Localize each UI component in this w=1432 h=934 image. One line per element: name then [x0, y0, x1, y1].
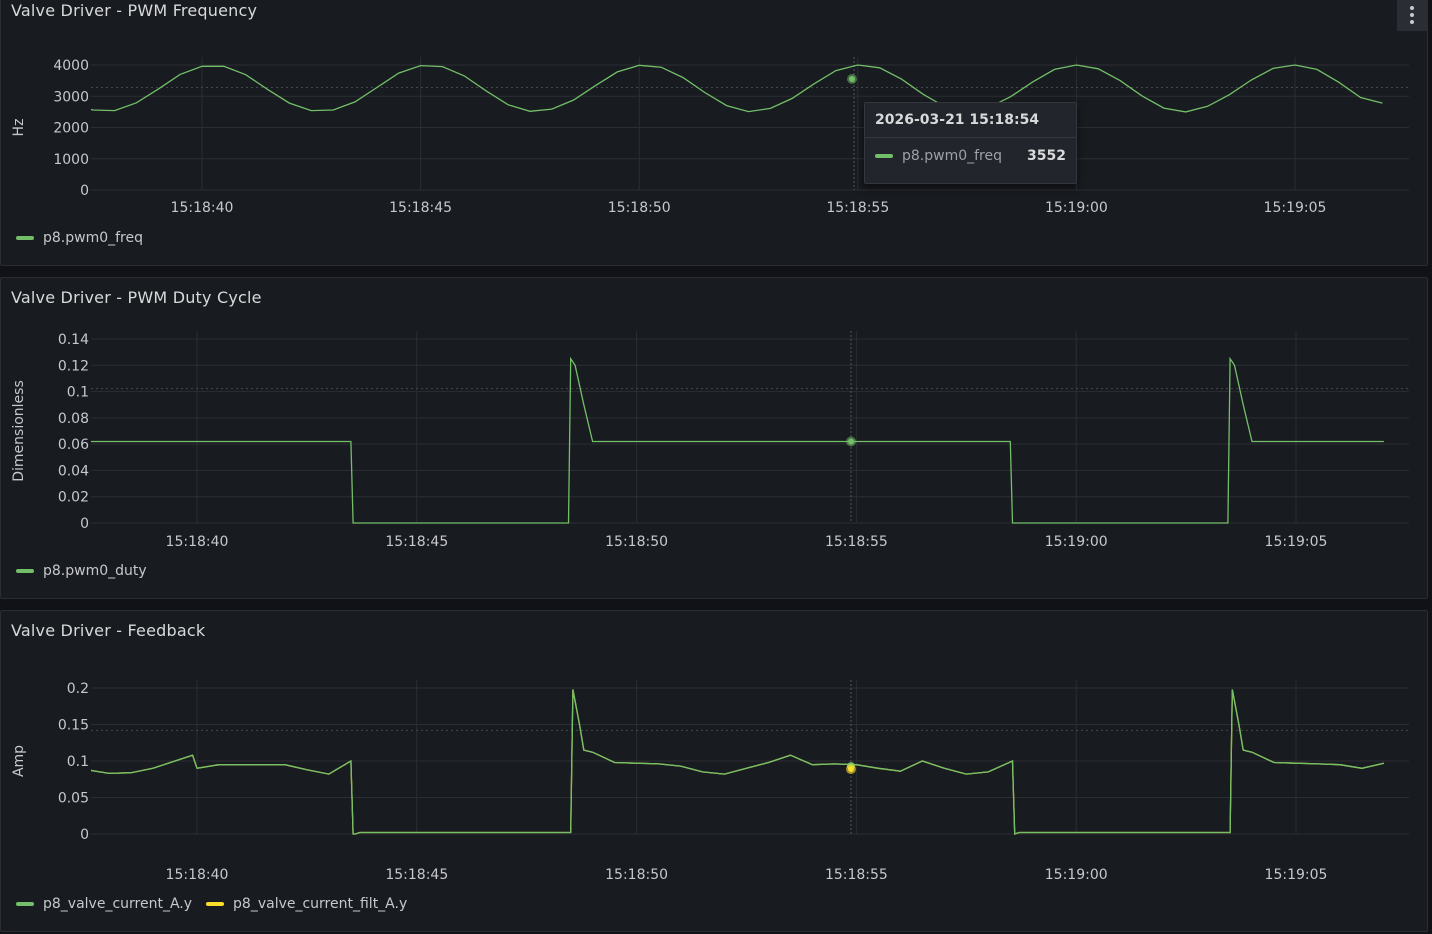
x-tick-label: 15:19:00	[1045, 200, 1108, 216]
series-line	[91, 356, 1384, 524]
hover-point	[848, 438, 854, 445]
y-tick-label: 0	[80, 183, 89, 199]
y-tick-label: 0.12	[58, 358, 89, 374]
x-tick-label: 15:19:00	[1045, 534, 1108, 550]
y-tick-label: 2000	[53, 121, 89, 137]
y-tick-label: 0.02	[58, 490, 89, 506]
x-tick-label: 15:18:55	[826, 200, 889, 216]
y-tick-label: 0.08	[58, 411, 89, 427]
series-swatch	[16, 902, 34, 906]
x-tick-label: 15:18:40	[166, 534, 229, 550]
x-tick-label: 15:18:40	[171, 200, 234, 216]
x-tick-label: 15:18:40	[166, 867, 229, 883]
panel-pwm-frequency: Valve Driver - PWM Frequency 0 1000 2000 30…	[0, 0, 1428, 266]
x-tick-label: 15:18:55	[825, 867, 888, 883]
x-tick-label: 15:18:45	[385, 534, 448, 550]
kebab-menu-icon[interactable]	[1397, 0, 1427, 31]
legend-label: p8_valve_current_A.y	[43, 896, 193, 912]
y-tick-label: 0.1	[67, 385, 89, 401]
x-tick-label: 15:18:50	[605, 534, 668, 550]
tooltip-series: p8.pwm0_freq	[902, 148, 1003, 164]
panel-pwm-duty-cycle: Valve Driver - PWM Duty Cycle 0 0.02 0.04 0…	[0, 277, 1428, 599]
y-tick-label: 0	[80, 516, 89, 532]
legend-item[interactable]: p8.pwm0_duty	[16, 563, 147, 579]
legend-label: p8.pwm0_duty	[43, 563, 147, 579]
legend: p8.pwm0_duty	[16, 563, 147, 579]
x-tick-label: 15:19:05	[1264, 200, 1327, 216]
y-axis-label: Hz	[11, 119, 27, 137]
chart-pwm-duty-cycle[interactable]: 0 0.02 0.04 0.06 0.08 0.1 0.12 0.14 15:18:40 15:1…	[1, 278, 1429, 600]
y-tick-label: 1000	[53, 152, 89, 168]
legend-item[interactable]: p8_valve_current_filt_A.y	[206, 896, 407, 912]
panel-title: Valve Driver - PWM Duty Cycle	[11, 288, 262, 307]
series-line	[91, 689, 1385, 835]
x-tick-label: 15:18:45	[385, 867, 448, 883]
series-line	[91, 689, 1385, 835]
series-line	[91, 64, 1383, 113]
tooltip-value: 3552	[1027, 148, 1066, 164]
legend-label: p8_valve_current_filt_A.y	[233, 896, 408, 912]
y-tick-label: 3000	[53, 89, 89, 105]
series-swatch	[206, 902, 225, 906]
x-tick-label: 15:18:50	[608, 200, 671, 216]
y-tick-label: 0.2	[67, 681, 89, 697]
x-tick-label: 15:19:05	[1265, 867, 1328, 883]
y-tick-label: 4000	[53, 58, 89, 74]
x-tick-label: 15:19:05	[1265, 534, 1328, 550]
series-swatch	[16, 236, 34, 240]
x-tick-label: 15:18:50	[605, 867, 668, 883]
y-tick-label: 0.04	[58, 463, 89, 479]
chart-pwm-frequency[interactable]: 0 1000 2000 3000 4000 15:18:40 15:18:45 15:18:5…	[1, 0, 1429, 267]
x-tick-label: 15:18:45	[389, 200, 452, 216]
panel-feedback: Valve Driver - Feedback 0 0.05 0.1 0.15 0.2 1…	[0, 610, 1428, 932]
chart-feedback[interactable]: 0 0.05 0.1 0.15 0.2 15:18:40 15:18:45 15:18:50 1…	[1, 611, 1429, 933]
series-swatch	[875, 154, 893, 158]
series-swatch	[16, 569, 34, 573]
y-tick-label: 0.14	[58, 332, 89, 348]
x-tick-label: 15:19:00	[1045, 867, 1108, 883]
y-tick-label: 0	[80, 827, 89, 843]
panel-title: Valve Driver - PWM Frequency	[11, 1, 258, 20]
y-axis-label: Dimensionless	[11, 380, 27, 482]
hover-point	[849, 76, 855, 82]
y-axis-label: Amp	[11, 745, 27, 777]
legend-item[interactable]: p8_valve_current_A.y	[16, 896, 192, 912]
tooltip-time: 2026-03-21 15:18:54	[865, 103, 1076, 138]
y-tick-label: 0.06	[58, 437, 89, 453]
legend: p8_valve_current_A.y p8_valve_current_fi…	[16, 896, 407, 912]
legend-label: p8.pwm0_freq	[43, 230, 144, 246]
y-tick-label: 0.05	[58, 791, 89, 807]
hover-tooltip: 2026-03-21 15:18:54 p8.pwm0_freq 3552	[864, 102, 1077, 184]
legend: p8.pwm0_freq	[16, 230, 143, 246]
hover-point	[848, 766, 854, 773]
x-tick-label: 15:18:55	[825, 534, 888, 550]
legend-item[interactable]: p8.pwm0_freq	[16, 230, 143, 246]
y-tick-label: 0.1	[67, 754, 89, 770]
y-tick-label: 0.15	[58, 718, 89, 734]
panel-title: Valve Driver - Feedback	[11, 621, 206, 640]
